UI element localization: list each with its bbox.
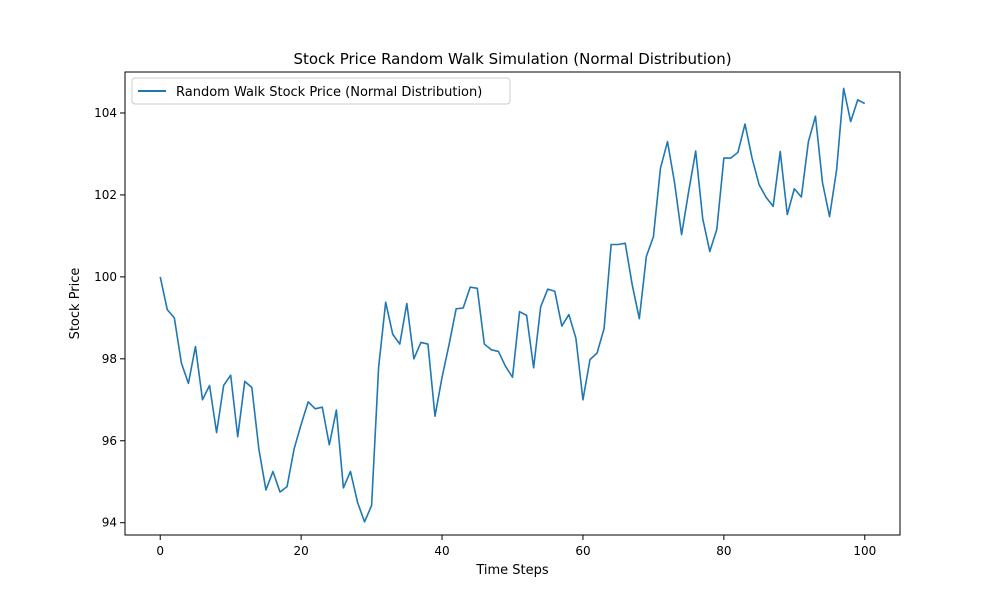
y-tick-label: 94 [102,516,117,530]
legend: Random Walk Stock Price (Normal Distribu… [131,77,511,105]
y-tick-label: 104 [94,106,117,120]
x-tick-label: 40 [434,544,449,558]
chart-title: Stock Price Random Walk Simulation (Norm… [293,50,731,68]
x-axis-label: Time Steps [475,563,549,578]
y-tick-label: 98 [102,352,117,366]
y-tick-label: 102 [94,188,117,202]
plot-frame [124,71,901,536]
y-tick-label: 96 [102,434,117,448]
legend-entry-label: Random Walk Stock Price (Normal Distribu… [176,85,482,100]
series-layer [159,87,866,523]
y-axis-label: Stock Price [68,268,83,340]
x-tick-label: 20 [293,544,308,558]
x-axis: 0 20 40 60 80 100 [156,535,876,558]
plot-area [125,72,900,535]
x-tick-label: 100 [853,544,876,558]
x-tick-label: 0 [156,544,164,558]
x-tick-label: 60 [575,544,590,558]
series-line [159,87,866,523]
legend-box [131,77,511,105]
y-axis: 94 96 98 100 102 104 [94,106,125,530]
x-tick-label: 80 [716,544,731,558]
y-tick-label: 100 [94,270,117,284]
